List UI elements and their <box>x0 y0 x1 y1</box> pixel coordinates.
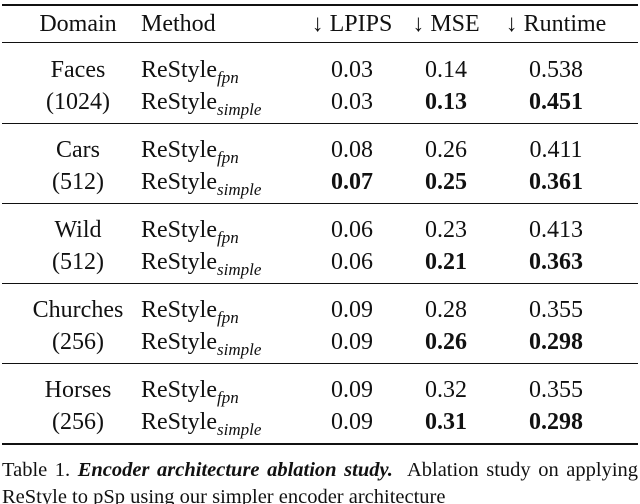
method-subscript: simple <box>217 100 262 119</box>
rule <box>2 203 638 204</box>
rule <box>2 4 638 6</box>
method-subscript: fpn <box>217 228 239 247</box>
column-header: ↓ MSE <box>412 11 480 37</box>
resolution: (256) <box>52 409 104 435</box>
method-name: ReStyle <box>141 137 217 163</box>
value-cell: 0.298 <box>529 409 583 435</box>
rule <box>2 42 638 43</box>
method: ReStylesimple <box>141 89 261 118</box>
value-cell: 0.31 <box>425 409 467 435</box>
method: ReStylesimple <box>141 169 261 198</box>
value-cell: 0.08 <box>331 137 373 163</box>
value-cell: 0.26 <box>425 329 467 355</box>
value-cell: 0.06 <box>331 249 373 275</box>
domain: Horses <box>44 377 112 403</box>
rule <box>2 123 638 124</box>
method-name: ReStyle <box>141 297 217 323</box>
value-cell: 0.32 <box>425 377 467 403</box>
rule <box>2 363 638 364</box>
caption: Table 1. Encoder architecture ablation s… <box>2 457 638 504</box>
resolution: (1024) <box>46 89 110 115</box>
value-cell: 0.26 <box>425 137 467 163</box>
method: ReStylesimple <box>141 329 261 358</box>
method: ReStylefpn <box>141 57 239 86</box>
method-subscript: fpn <box>217 68 239 87</box>
caption-text: Ablation study on applying ReStyle to pS… <box>2 459 639 504</box>
value-cell: 0.09 <box>331 409 373 435</box>
method-subscript: simple <box>217 260 262 279</box>
method-subscript: fpn <box>217 308 239 327</box>
method-name: ReStyle <box>141 169 217 195</box>
method-subscript: simple <box>217 340 262 359</box>
value-cell: 0.13 <box>425 89 467 115</box>
domain: Wild <box>54 217 102 243</box>
resolution: (256) <box>52 329 104 355</box>
value-cell: 0.14 <box>425 57 467 83</box>
method: ReStylefpn <box>141 297 239 326</box>
resolution: (512) <box>52 249 104 275</box>
method-name: ReStyle <box>141 57 217 83</box>
column-header: ↓ LPIPS <box>311 11 393 37</box>
domain: Faces <box>50 57 106 83</box>
value-cell: 0.538 <box>529 57 583 83</box>
value-cell: 0.09 <box>331 377 373 403</box>
method-subscript: simple <box>217 420 262 439</box>
value-cell: 0.09 <box>331 329 373 355</box>
value-cell: 0.361 <box>529 169 583 195</box>
method-subscript: fpn <box>217 148 239 167</box>
column-header: ↓ Runtime <box>505 11 607 37</box>
domain: Churches <box>32 297 124 323</box>
method-name: ReStyle <box>141 217 217 243</box>
value-cell: 0.355 <box>529 297 583 323</box>
value-cell: 0.07 <box>331 169 373 195</box>
value-cell: 0.06 <box>331 217 373 243</box>
method: ReStylesimple <box>141 249 261 278</box>
method-name: ReStyle <box>141 89 217 115</box>
caption-title: Encoder architecture ablation study. <box>77 459 393 481</box>
method: ReStylefpn <box>141 137 239 166</box>
resolution: (512) <box>52 169 104 195</box>
value-cell: 0.298 <box>529 329 583 355</box>
value-cell: 0.355 <box>529 377 583 403</box>
value-cell: 0.03 <box>331 57 373 83</box>
value-cell: 0.09 <box>331 297 373 323</box>
value-cell: 0.363 <box>529 249 583 275</box>
method-name: ReStyle <box>141 329 217 355</box>
rule <box>2 443 638 445</box>
value-cell: 0.411 <box>529 137 583 163</box>
method: ReStylesimple <box>141 409 261 438</box>
rule <box>2 283 638 284</box>
method: ReStylefpn <box>141 217 239 246</box>
method-subscript: simple <box>217 180 262 199</box>
domain: Cars <box>56 137 100 163</box>
value-cell: 0.451 <box>529 89 583 115</box>
value-cell: 0.03 <box>331 89 373 115</box>
caption-label: Table 1. <box>2 459 71 481</box>
value-cell: 0.23 <box>425 217 467 243</box>
value-cell: 0.413 <box>529 217 583 243</box>
column-header: Domain <box>39 11 117 37</box>
method-name: ReStyle <box>141 249 217 275</box>
method-subscript: fpn <box>217 388 239 407</box>
column-header: Method <box>141 11 216 37</box>
value-cell: 0.21 <box>425 249 467 275</box>
method-name: ReStyle <box>141 377 217 403</box>
value-cell: 0.25 <box>425 169 467 195</box>
method-name: ReStyle <box>141 409 217 435</box>
method: ReStylefpn <box>141 377 239 406</box>
value-cell: 0.28 <box>425 297 467 323</box>
